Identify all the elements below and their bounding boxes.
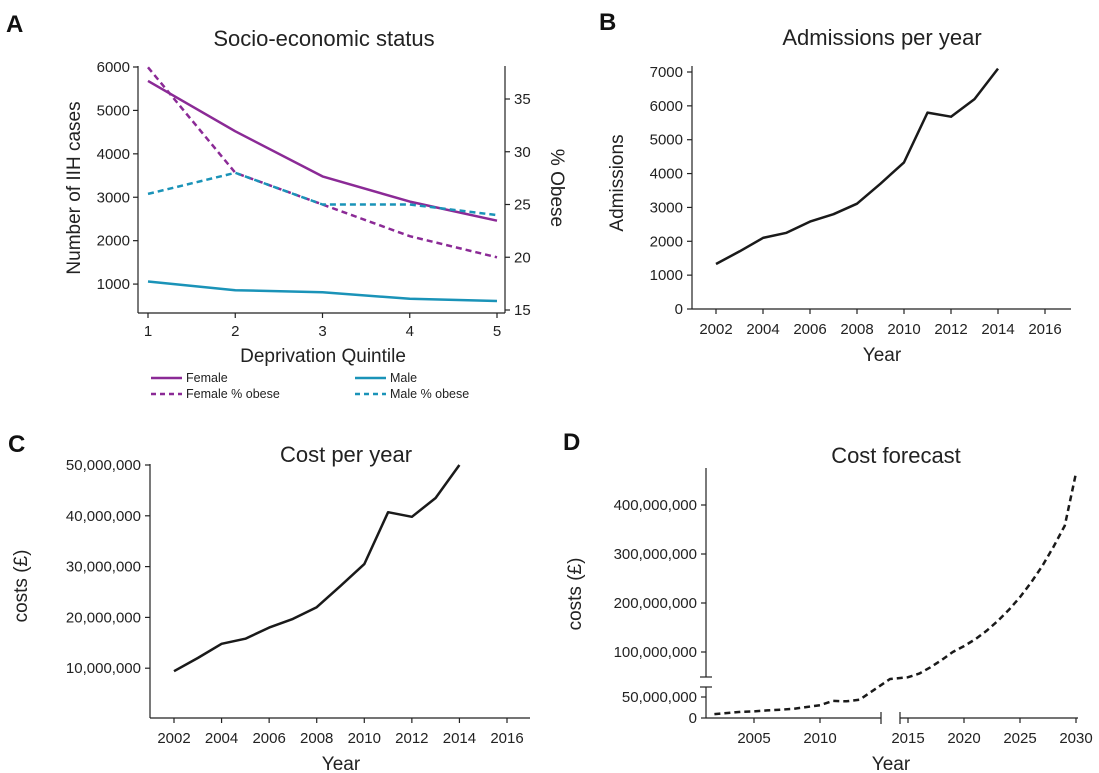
chart-b-ytick-label: 3000	[650, 199, 683, 216]
chart-d-title: Cost forecast	[831, 443, 961, 468]
chart-c-xtick-label: 2010	[348, 730, 381, 747]
chart-a-y2tick-label: 25	[514, 197, 531, 214]
legend-label-male-obese: Male % obese	[390, 387, 469, 401]
chart-a-title: Socio-economic status	[213, 26, 434, 51]
chart-a-xtick-label: 4	[406, 323, 414, 340]
chart-d-axes: 0 50,000,000 100,000,000 200,000,000 300,000…	[614, 468, 1093, 747]
chart-c-series-cost	[173, 464, 461, 673]
panel-letter-b: B	[599, 9, 616, 36]
chart-a-ytick-label: 2000	[97, 233, 130, 250]
chart-b-ytick-label: 7000	[650, 64, 683, 81]
chart-d-xtick-label: 2025	[1003, 730, 1036, 747]
chart-a-ytick-label: 4000	[97, 146, 130, 163]
chart-c-ylabel: costs (£)	[11, 550, 32, 623]
chart-d-ytick-label: 300,000,000	[614, 546, 697, 563]
chart-b-xtick-label: 2002	[699, 321, 732, 338]
panel-letter-c: C	[8, 431, 25, 458]
chart-a-xtick-label: 1	[144, 323, 152, 340]
chart-b-ytick-label: 2000	[650, 233, 683, 250]
chart-b-title: Admissions per year	[782, 25, 981, 50]
chart-a-ytick-label: 5000	[97, 102, 130, 119]
chart-b-ytick-label: 1000	[650, 267, 683, 284]
chart-d-xtick-label: 2005	[737, 730, 770, 747]
chart-b-ytick-label: 4000	[650, 166, 683, 183]
chart-a-series-male-obese	[147, 171, 498, 217]
chart-a-series-female-obese	[147, 66, 498, 259]
chart-d-xtick-label: 2020	[947, 730, 980, 747]
chart-b-xtick-label: 2016	[1028, 321, 1061, 338]
chart-d-ytick-label: 400,000,000	[614, 497, 697, 514]
chart-d-ytick-label: 100,000,000	[614, 644, 697, 661]
chart-c-xtick-label: 2006	[252, 730, 285, 747]
chart-d-ytick-label: 50,000,000	[622, 689, 697, 706]
chart-a-y2tick-label: 20	[514, 249, 531, 266]
chart-b-xtick-label: 2012	[934, 321, 967, 338]
chart-a-ylabel: Number of IIH cases	[64, 101, 85, 274]
chart-d-series-forecast	[714, 472, 1078, 716]
chart-b-ytick-label: 6000	[650, 98, 683, 115]
chart-a-y2tick-label: 30	[514, 144, 531, 161]
chart-a-axes: 1000 2000 3000 4000 5000 6000 15 20 25 30 35 1 2 3 4 5	[97, 59, 531, 340]
chart-a-y2label: % Obese	[546, 149, 567, 227]
chart-c-ytick-label: 20,000,000	[66, 609, 141, 626]
chart-b-xtick-label: 2014	[981, 321, 1014, 338]
chart-a-y2tick-label: 15	[514, 302, 531, 319]
chart-a-xtick-label: 5	[493, 323, 501, 340]
chart-a-series-female	[147, 79, 498, 222]
chart-d-ylabel: costs (£)	[565, 558, 586, 631]
chart-b-ytick-label: 5000	[650, 132, 683, 149]
chart-c-ytick-label: 40,000,000	[66, 508, 141, 525]
chart-c-xtick-label: 2014	[443, 730, 476, 747]
chart-b-xtick-label: 2006	[793, 321, 826, 338]
chart-a-ytick-label: 6000	[97, 59, 130, 76]
chart-c-axes: 10,000,000 20,000,000 30,000,000 40,000,000…	[66, 457, 530, 747]
chart-c-xtick-label: 2004	[205, 730, 238, 747]
chart-a-ytick-label: 3000	[97, 189, 130, 206]
legend-label-female-obese: Female % obese	[186, 387, 280, 401]
legend-label-female: Female	[186, 371, 228, 385]
chart-a-legend: Female Female % obese Male Male % obese	[151, 371, 469, 401]
legend-label-male: Male	[390, 371, 417, 385]
chart-b-xtick-label: 2004	[746, 321, 779, 338]
chart-b-series-admissions	[715, 67, 999, 266]
chart-d-xtick-label: 2015	[891, 730, 924, 747]
chart-c-xtick-label: 2012	[395, 730, 428, 747]
chart-b-xlabel: Year	[863, 345, 902, 366]
chart-c-ytick-label: 50,000,000	[66, 457, 141, 474]
chart-d-ytick-label: 200,000,000	[614, 595, 697, 612]
chart-a-ytick-label: 1000	[97, 276, 130, 293]
chart-c-xlabel: Year	[322, 754, 361, 773]
chart-a-series-male	[147, 280, 498, 303]
panel-letter-d: D	[563, 429, 580, 456]
chart-b-xtick-label: 2008	[840, 321, 873, 338]
chart-c-xtick-label: 2016	[490, 730, 523, 747]
chart-d-xlabel: Year	[872, 754, 911, 773]
chart-c-xtick-label: 2002	[157, 730, 190, 747]
chart-d-xtick-label: 2010	[803, 730, 836, 747]
chart-b-xtick-label: 2010	[887, 321, 920, 338]
chart-b-axes: 0 1000 2000 3000 4000 5000 6000 7000 2002 2004 200…	[650, 64, 1071, 338]
chart-a-xlabel: Deprivation Quintile	[240, 346, 406, 367]
chart-b-ylabel: Admissions	[607, 134, 628, 231]
chart-a-xtick-label: 3	[318, 323, 326, 340]
chart-c-xtick-label: 2008	[300, 730, 333, 747]
chart-b-ytick-label: 0	[675, 301, 683, 318]
panel-letter-a: A	[6, 11, 23, 38]
chart-c-ytick-label: 10,000,000	[66, 660, 141, 677]
chart-a-xtick-label: 2	[231, 323, 239, 340]
chart-d-xtick-label: 2030	[1059, 730, 1092, 747]
chart-a-y2tick-label: 35	[514, 91, 531, 108]
chart-c-title: Cost per year	[280, 442, 412, 467]
chart-c-ytick-label: 30,000,000	[66, 559, 141, 576]
chart-d-ytick-label: 0	[689, 710, 697, 727]
